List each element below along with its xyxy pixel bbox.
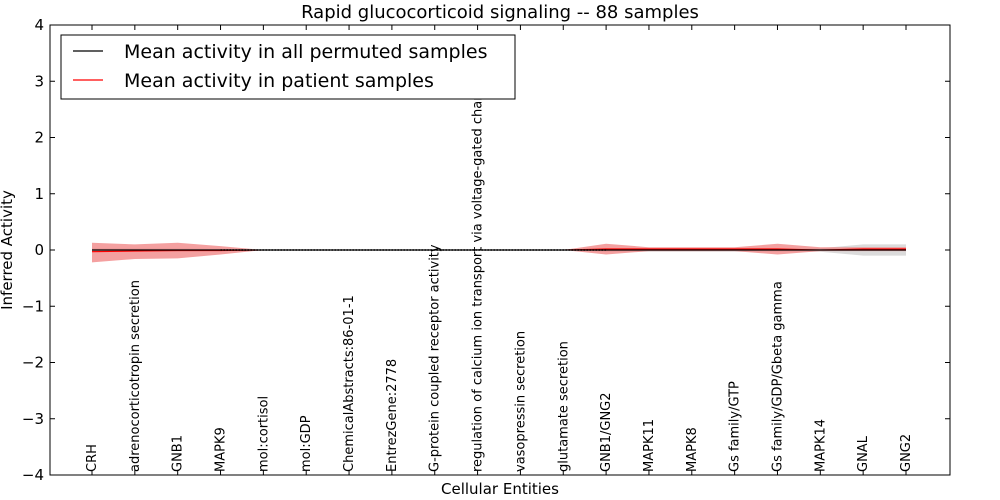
- legend-label-patient: Mean activity in patient samples: [124, 70, 434, 92]
- y-tick-label: 1: [34, 185, 44, 203]
- x-category-label: GNG2: [899, 434, 914, 472]
- y-tick-label: 3: [34, 72, 44, 90]
- y-tick-label: 0: [34, 241, 44, 259]
- x-category-label: GNAL: [856, 435, 871, 472]
- y-axis: −4 −3 −2 −1 0 1 2 3 4: [22, 16, 950, 484]
- legend-frame: [60, 34, 516, 100]
- y-tick-label: 4: [34, 16, 44, 34]
- confidence-bands: [92, 242, 906, 263]
- x-category-label: glutamate secretion: [556, 341, 571, 472]
- x-category-label: MAPK14: [813, 419, 828, 472]
- x-category-label: mol:GDP: [299, 415, 314, 472]
- y-axis-title: Inferred Activity: [0, 190, 16, 310]
- y-tick-label: −3: [22, 410, 44, 428]
- x-category-label: MAPK11: [642, 419, 657, 472]
- x-category-label: Gs family/GTP: [728, 381, 743, 472]
- y-tick-label: −1: [22, 297, 44, 315]
- x-category-label: MAPK9: [214, 427, 229, 472]
- x-category-label: Gs family/GDP/Gbeta gamma: [771, 281, 786, 472]
- legend: Mean activity in all permuted samples Me…: [60, 34, 516, 100]
- series-lines: [91, 248, 906, 253]
- x-category-label: adrenocorticotropin secretion: [128, 280, 143, 472]
- x-category-label: CRH: [85, 444, 100, 472]
- y-tick-label: −2: [22, 354, 44, 372]
- x-category-label: G-protein coupled receptor activity: [428, 244, 443, 472]
- legend-label-permuted: Mean activity in all permuted samples: [124, 41, 487, 63]
- x-axis-categories: CRH adrenocorticotropin secretion GNB1 MAPK…: [85, 25, 914, 475]
- x-category-label: MAPK8: [685, 427, 700, 472]
- confidence-band-patient: [92, 242, 906, 263]
- x-category-label: GNB1: [171, 435, 186, 472]
- x-category-label: mol:cortisol: [256, 396, 271, 472]
- y-tick-label: 2: [34, 129, 44, 147]
- x-category-label: EntrezGene:2778: [385, 359, 400, 472]
- y-tick-label: −4: [22, 466, 44, 484]
- x-category-label: regulation of calcium ion transport via …: [471, 73, 486, 472]
- x-category-label: vasopressin secretion: [513, 331, 528, 472]
- x-category-label: GNB1/GNG2: [599, 392, 614, 472]
- x-category-label: ChemicalAbstracts:86-01-1: [342, 295, 357, 472]
- chart-title: Rapid glucocorticoid signaling -- 88 sam…: [301, 2, 699, 23]
- x-axis-title: Cellular Entities: [441, 480, 559, 498]
